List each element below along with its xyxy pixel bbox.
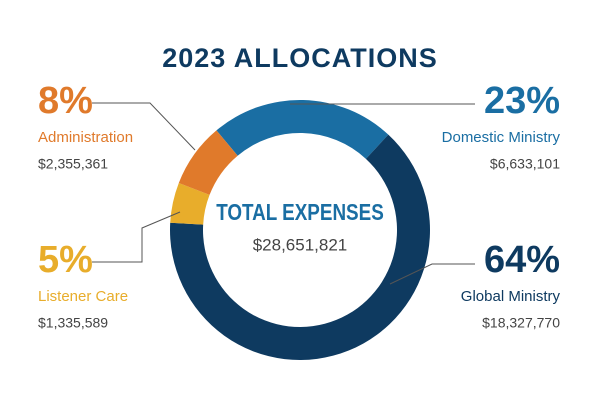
leader-line	[92, 211, 181, 263]
percent-label: 23%	[484, 80, 560, 122]
leader-line	[389, 263, 475, 285]
center-value: $28,651,821	[253, 235, 348, 254]
percent-label: 64%	[484, 239, 560, 281]
amount-label: $6,633,101	[490, 156, 560, 172]
percent-label: 8%	[38, 80, 93, 122]
donut-segment	[170, 182, 210, 225]
leader-line	[92, 102, 196, 151]
donut-segment	[178, 130, 238, 195]
donut-segment	[216, 99, 389, 159]
center-label: TOTAL EXPENSES	[216, 200, 384, 225]
legend-label: Administration	[38, 129, 133, 146]
legend-label: Listener Care	[38, 288, 128, 305]
amount-label: $2,355,361	[38, 156, 108, 172]
legend-label: Global Ministry	[461, 288, 561, 305]
legend-label: Domestic Ministry	[442, 129, 561, 146]
amount-label: $18,327,770	[482, 315, 560, 331]
chart-title: 2023 ALLOCATIONS	[162, 43, 438, 73]
amount-label: $1,335,589	[38, 315, 108, 331]
percent-label: 5%	[38, 239, 93, 281]
donut-segment	[170, 134, 430, 360]
